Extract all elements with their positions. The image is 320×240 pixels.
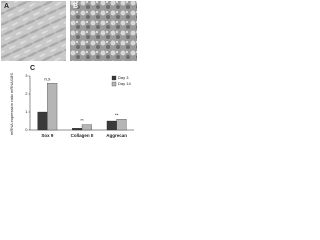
micrograph-a xyxy=(1,1,66,61)
legend-label: Day 3 xyxy=(118,75,129,80)
bar xyxy=(116,119,127,131)
significance-label: n.s xyxy=(44,76,51,81)
y-tick-label: 3 xyxy=(25,73,28,78)
y-tick-label: 2 xyxy=(25,91,28,96)
micrograph-b xyxy=(70,1,137,61)
panel-label: C xyxy=(30,65,35,72)
bar xyxy=(106,120,117,131)
x-tick-label: Aggrecan xyxy=(106,133,127,138)
panel-label: B xyxy=(73,3,78,10)
bar xyxy=(37,111,48,131)
y-axis-label: mRNA expression ratio mRNA/18S xyxy=(9,73,14,135)
significance-label: ** xyxy=(80,118,84,123)
panel-label: A xyxy=(4,3,9,10)
significance-label: ** xyxy=(115,112,119,117)
x-tick-label: Collagen II xyxy=(71,133,94,138)
x-tick-label: Sox 9 xyxy=(41,133,54,138)
bar xyxy=(47,83,58,131)
bar xyxy=(81,124,92,131)
y-tick-label: 0 xyxy=(25,127,28,132)
legend-swatch xyxy=(111,75,117,81)
y-tick-label: 1 xyxy=(25,109,28,114)
bar xyxy=(72,128,83,131)
figure: A B C mRNA expression ratio mRNA/18S 0 1 2… xyxy=(1,1,137,138)
legend-swatch xyxy=(111,81,117,87)
legend-label: Day 14 xyxy=(118,81,131,86)
